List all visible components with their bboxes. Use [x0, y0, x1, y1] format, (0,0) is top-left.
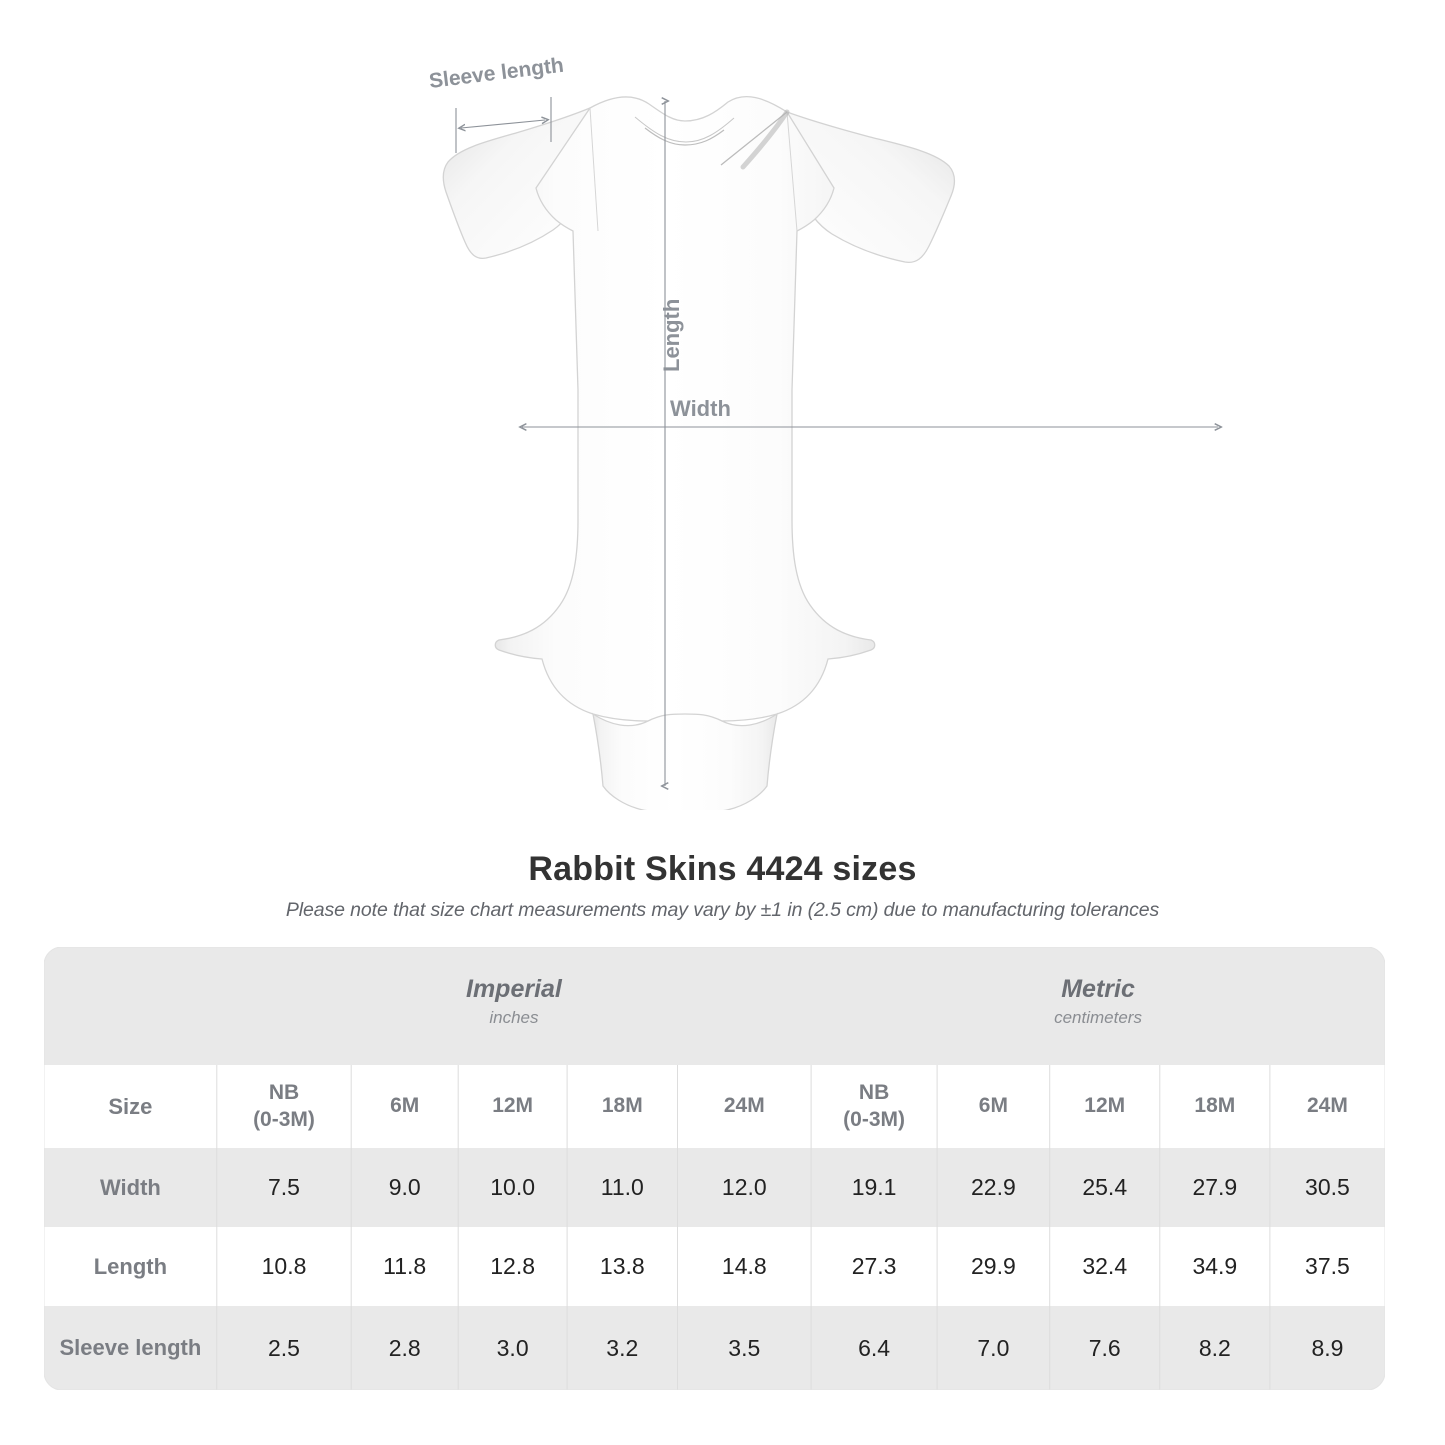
- svg-text:Sleeve length: Sleeve length: [428, 54, 565, 93]
